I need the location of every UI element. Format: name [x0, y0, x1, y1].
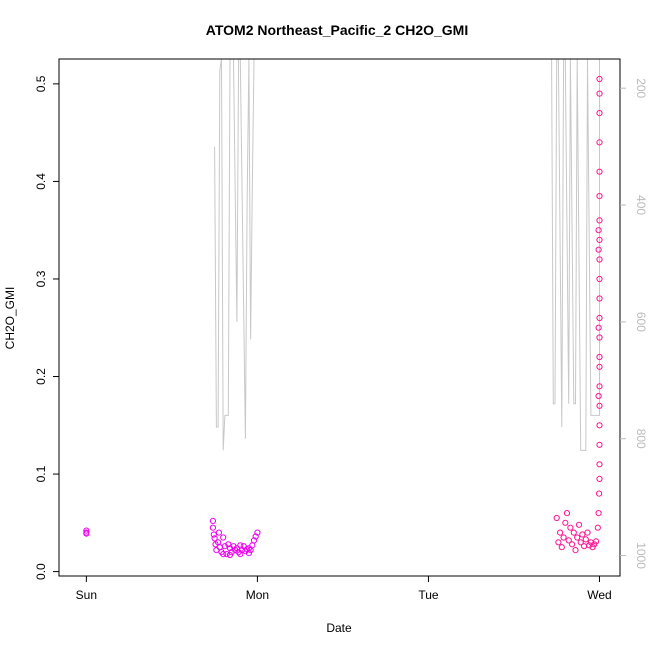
data-point — [596, 75, 603, 83]
y-tick-label: 0.0 — [34, 563, 48, 580]
data-point — [596, 90, 603, 97]
y-axis-title: CH2O_GMI — [3, 287, 17, 350]
data-point — [83, 529, 90, 536]
data-point — [596, 236, 603, 243]
chart-title: ATOM2 Northeast_Pacific_2 CH2O_GMI — [206, 22, 468, 38]
y-tick-label: 0.5 — [34, 75, 48, 92]
data-point — [220, 534, 227, 541]
data-point — [596, 353, 603, 361]
data-point — [569, 541, 576, 548]
data-point — [223, 551, 230, 558]
data-point — [595, 324, 602, 331]
x-tick-label: Mon — [246, 588, 269, 602]
data-point — [226, 551, 234, 559]
data-point — [574, 534, 581, 541]
y2-tick-label: 1000 — [634, 542, 648, 569]
y2-tick-label: 400 — [634, 195, 648, 215]
data-point — [596, 295, 603, 302]
data-point — [596, 139, 603, 146]
data-point — [584, 529, 591, 536]
x-tick-label: Tue — [418, 588, 439, 602]
data-point — [555, 539, 562, 546]
data-point — [596, 363, 603, 370]
data-point — [557, 529, 564, 536]
y2-tick-label: 200 — [634, 78, 648, 98]
x-axis-title: Date — [326, 621, 352, 635]
y2-tick-label: 800 — [634, 429, 648, 449]
data-point — [230, 543, 237, 550]
data-point — [250, 537, 258, 544]
data-point — [565, 537, 572, 544]
data-point — [595, 227, 602, 234]
data-point — [595, 509, 602, 517]
data-point — [596, 334, 603, 341]
data-point — [596, 193, 603, 200]
y-tick-label: 0.2 — [34, 368, 48, 385]
data-point — [579, 531, 586, 538]
pressure-line — [214, 59, 600, 451]
data-point — [237, 551, 244, 558]
scatter-series-2 — [553, 75, 603, 554]
data-point — [254, 529, 261, 536]
y2-tick-label: 600 — [634, 312, 648, 332]
y-tick-label: 0.1 — [34, 465, 48, 482]
data-point — [562, 519, 569, 526]
x-axis: Sun Mon Tue Wed — [76, 576, 612, 602]
data-point — [596, 275, 603, 283]
plot-area — [83, 59, 603, 559]
x-tick-label: Sun — [76, 588, 97, 602]
data-point — [596, 402, 603, 409]
data-point — [553, 514, 560, 522]
plot-frame — [58, 58, 621, 577]
data-point — [596, 110, 603, 117]
data-point — [210, 531, 217, 538]
data-point — [596, 217, 603, 224]
data-point — [225, 541, 232, 548]
data-point — [572, 547, 579, 554]
data-point — [596, 256, 603, 263]
data-point — [209, 524, 216, 531]
y-tick-label: 0.4 — [34, 173, 48, 190]
data-point — [596, 441, 603, 448]
data-point — [593, 538, 600, 545]
data-point — [215, 529, 222, 536]
data-point — [211, 535, 218, 542]
data-point — [581, 543, 588, 550]
data-point — [596, 490, 603, 497]
data-point — [596, 461, 603, 468]
y-tick-label: 0.3 — [34, 270, 48, 287]
data-point — [213, 547, 220, 554]
data-point — [595, 392, 602, 400]
data-point — [83, 527, 90, 534]
data-point — [252, 533, 259, 540]
data-point — [596, 475, 603, 482]
data-point — [594, 524, 601, 531]
data-point — [577, 539, 584, 546]
data-point — [595, 246, 602, 253]
data-point — [563, 509, 571, 517]
data-point — [220, 551, 227, 558]
data-point — [582, 536, 589, 543]
data-point — [570, 529, 577, 536]
data-point — [596, 422, 603, 429]
data-point — [232, 547, 239, 554]
scatter-series-1 — [83, 517, 261, 559]
data-point — [560, 534, 567, 541]
data-point — [567, 524, 574, 531]
data-point — [575, 521, 583, 528]
data-point — [596, 383, 603, 390]
data-point — [596, 314, 603, 322]
y-axis: 0.0 0.1 0.2 0.3 0.4 0.5 — [34, 75, 59, 580]
data-point — [221, 543, 228, 550]
data-point — [558, 544, 565, 551]
x-tick-label: Wed — [587, 588, 611, 602]
data-point — [596, 168, 603, 175]
y2-axis-pressure: 200 400 600 800 1000 — [620, 78, 648, 569]
data-point — [209, 517, 216, 525]
data-point — [245, 545, 252, 552]
